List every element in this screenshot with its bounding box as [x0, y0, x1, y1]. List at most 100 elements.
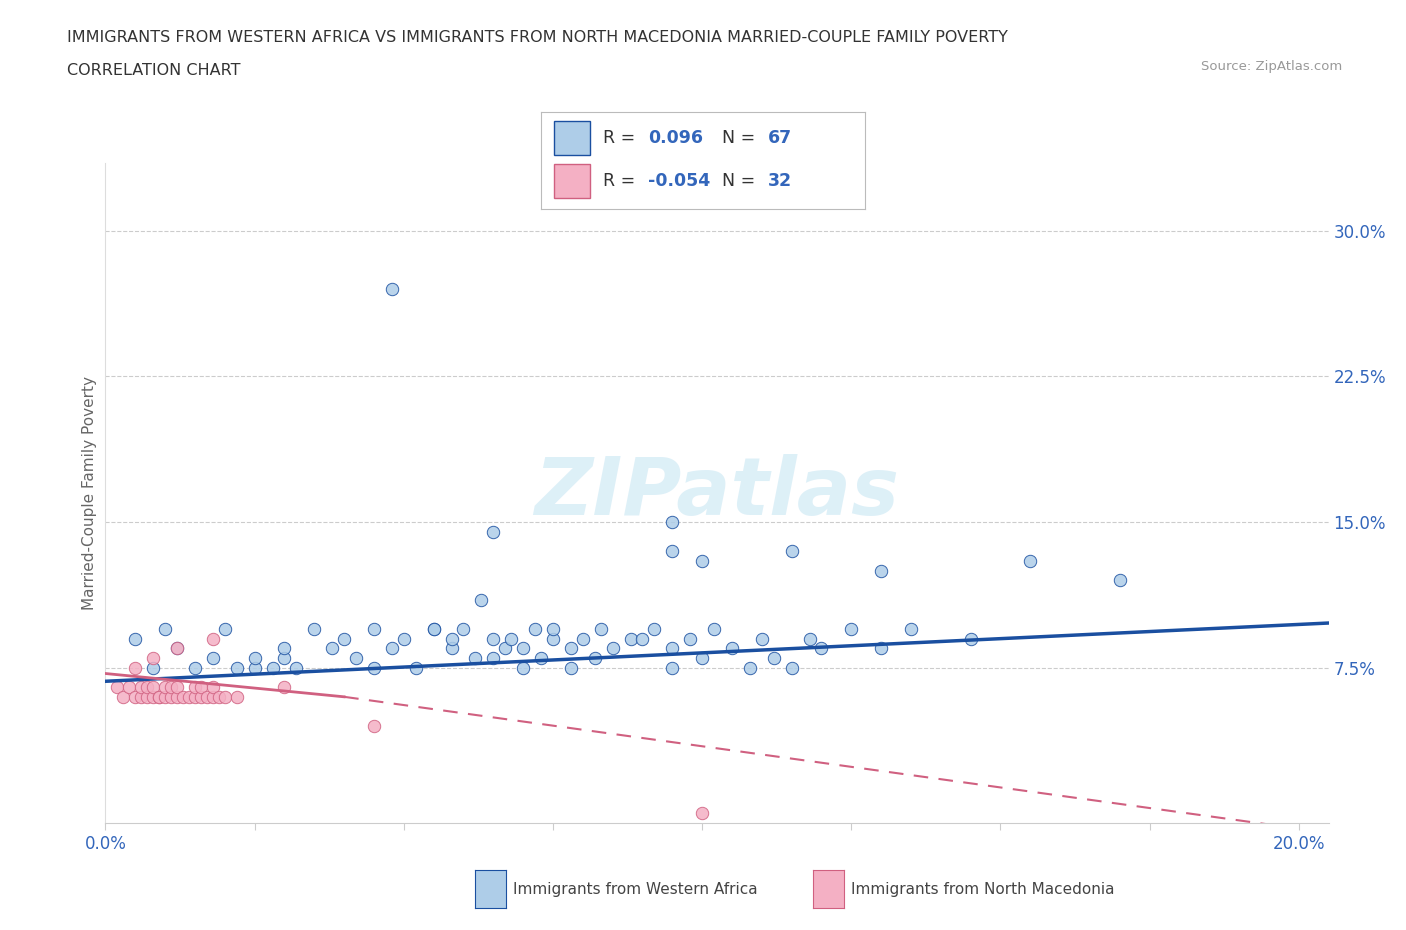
Point [105, 680, 128, 695]
Point [512, 660, 534, 675]
Point [124, 689, 146, 704]
Point [118, 680, 141, 695]
Point [602, 641, 624, 656]
Point [690, 651, 713, 666]
Point [560, 641, 582, 656]
Point [679, 631, 702, 646]
Point [201, 651, 224, 666]
Point [392, 631, 415, 646]
Point [142, 689, 165, 704]
Point [799, 631, 821, 646]
Point [453, 621, 475, 636]
Point [541, 631, 564, 646]
Point [153, 680, 176, 695]
Point [129, 680, 152, 695]
Point [405, 660, 427, 675]
Point [661, 544, 683, 559]
Point [201, 631, 224, 646]
Point [124, 660, 146, 675]
Point [136, 680, 159, 695]
Text: N =: N = [723, 172, 755, 190]
Text: CORRELATION CHART: CORRELATION CHART [67, 63, 240, 78]
Point [541, 621, 564, 636]
Point [201, 680, 224, 695]
Point [142, 680, 165, 695]
Point [440, 641, 463, 656]
Point [190, 680, 212, 695]
Point [661, 514, 683, 529]
Point [661, 641, 683, 656]
Point [321, 641, 343, 656]
Point [184, 680, 207, 695]
Point [363, 660, 385, 675]
Point [780, 660, 803, 675]
Point [738, 660, 761, 675]
Point [225, 689, 247, 704]
Point [166, 680, 188, 695]
Text: -0.054: -0.054 [648, 172, 710, 190]
Point [112, 689, 135, 704]
Point [482, 631, 505, 646]
Point [136, 689, 159, 704]
Point [273, 680, 295, 695]
Point [142, 651, 165, 666]
Point [524, 621, 547, 636]
Point [780, 544, 803, 559]
Point [153, 621, 176, 636]
Point [583, 651, 606, 666]
Point [464, 651, 486, 666]
Point [870, 641, 893, 656]
Point [166, 641, 188, 656]
Point [690, 806, 713, 821]
Point [166, 641, 188, 656]
Text: N =: N = [723, 129, 755, 147]
Point [208, 689, 231, 704]
Y-axis label: Married-Couple Family Poverty: Married-Couple Family Poverty [82, 376, 97, 610]
Point [1108, 573, 1130, 588]
Point [482, 651, 505, 666]
Point [160, 680, 183, 695]
Point [214, 621, 236, 636]
Point [482, 525, 505, 539]
Point [959, 631, 981, 646]
Point [512, 641, 534, 656]
Point [440, 631, 463, 646]
Point [160, 689, 183, 704]
Point [148, 689, 170, 704]
Point [363, 621, 385, 636]
Point [631, 631, 654, 646]
Point [560, 660, 582, 675]
Point [589, 621, 612, 636]
Text: R =: R = [603, 172, 636, 190]
Point [201, 689, 224, 704]
Point [344, 651, 367, 666]
Point [124, 631, 146, 646]
Text: R =: R = [603, 129, 636, 147]
Point [273, 641, 295, 656]
Text: IMMIGRANTS FROM WESTERN AFRICA VS IMMIGRANTS FROM NORTH MACEDONIA MARRIED-COUPLE: IMMIGRANTS FROM WESTERN AFRICA VS IMMIGR… [67, 30, 1008, 45]
Point [751, 631, 773, 646]
Point [273, 651, 295, 666]
Text: 32: 32 [768, 172, 792, 190]
Point [363, 719, 385, 734]
Bar [554, 122, 591, 154]
Point [900, 621, 922, 636]
Point [381, 282, 404, 297]
Point [195, 689, 218, 704]
Point [470, 592, 492, 607]
Point [190, 689, 212, 704]
Point [703, 621, 725, 636]
Text: Immigrants from North Macedonia: Immigrants from North Macedonia [851, 882, 1114, 897]
Text: Source: ZipAtlas.com: Source: ZipAtlas.com [1202, 60, 1343, 73]
Point [619, 631, 641, 646]
Point [530, 651, 553, 666]
Point [643, 621, 665, 636]
Point [166, 689, 188, 704]
Point [153, 689, 176, 704]
Point [184, 660, 207, 675]
Text: ZIPatlas: ZIPatlas [534, 454, 900, 532]
Point [839, 621, 862, 636]
Point [243, 660, 266, 675]
Point [810, 641, 832, 656]
Point [501, 631, 523, 646]
